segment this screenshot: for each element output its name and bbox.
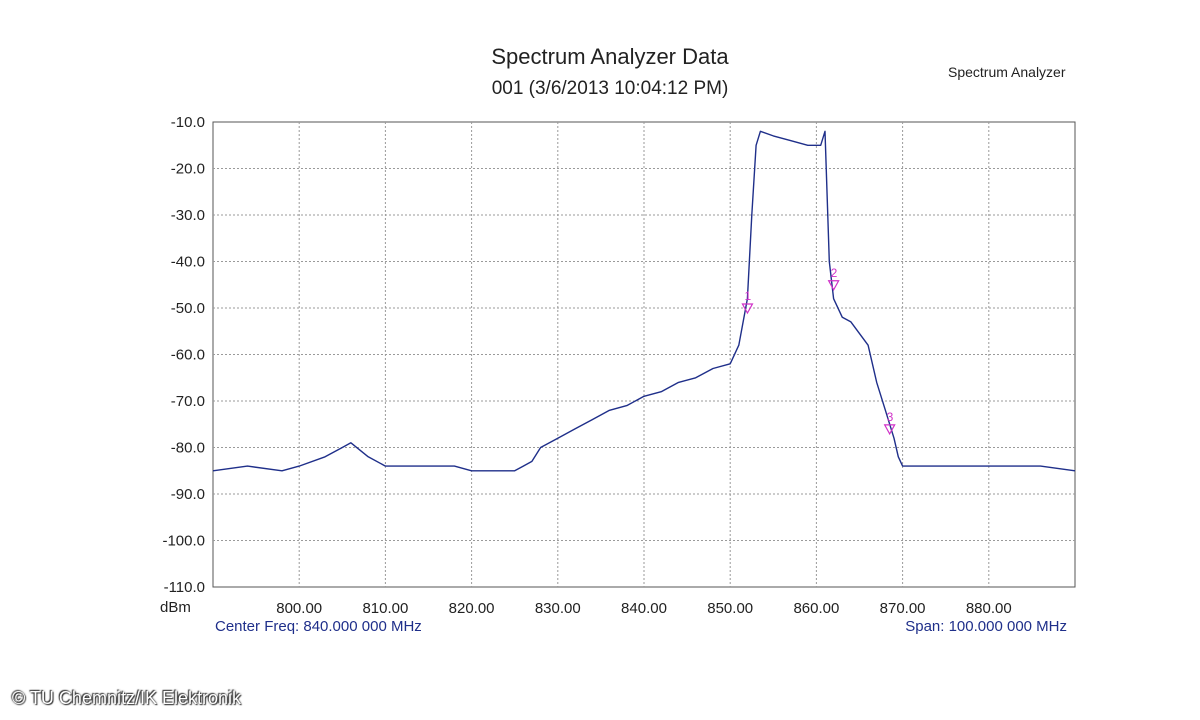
- y-tick-labels: -10.0 -20.0 -30.0 -40.0 -50.0 -60.0 -70.0 -80.0…: [162, 114, 205, 596]
- span-label: Span: 100.000 000 MHz: [905, 618, 1067, 635]
- marker-triangle: [741, 303, 754, 315]
- y-tick-label: -50.0: [171, 300, 205, 317]
- x-tick-label: 850.00: [707, 600, 753, 617]
- y-tick-label: -110.0: [164, 579, 205, 596]
- x-tick-label: 840.00: [621, 600, 667, 617]
- y-tick-label: -80.0: [171, 440, 205, 457]
- chart-subtitle: 001 (3/6/2013 10:04:12 PM): [491, 78, 729, 99]
- x-tick-label: 870.00: [880, 600, 926, 617]
- spectrum-trace: [212, 130, 1076, 472]
- y-axis-label: dBm: [160, 599, 191, 616]
- marker-label: 1: [744, 289, 751, 303]
- y-tick-label: -40.0: [171, 254, 205, 271]
- grid: [213, 122, 1075, 587]
- x-tick-label: 830.00: [535, 600, 581, 617]
- y-tick-label: -100.0: [162, 533, 205, 550]
- markers-group: 1 2 3: [741, 266, 896, 436]
- y-tick-label: -10.0: [171, 114, 205, 131]
- x-tick-labels: 800.00 810.00 820.00 830.00 840.00 850.00 860.…: [276, 600, 1011, 617]
- y-tick-label: -90.0: [171, 486, 205, 503]
- marker-triangle: [827, 280, 840, 291]
- y-tick-label: -60.0: [171, 347, 205, 364]
- y-tick-label: -20.0: [171, 161, 205, 178]
- x-tick-label: 800.00: [276, 600, 322, 617]
- y-tick-label: -70.0: [171, 393, 205, 410]
- x-tick-label: 810.00: [362, 600, 408, 617]
- copyright-watermark: © TU Chemnitz/IK Elektronik: [12, 688, 241, 708]
- instrument-label: Spectrum Analyzer: [948, 64, 1066, 80]
- chart-title: Spectrum Analyzer Data: [491, 44, 729, 69]
- y-tick-label: -30.0: [171, 207, 205, 224]
- marker-triangle: [883, 424, 896, 436]
- x-tick-label: 820.00: [449, 600, 495, 617]
- x-tick-label: 860.00: [793, 600, 839, 617]
- center-frequency-label: Center Freq: 840.000 000 MHz: [215, 618, 422, 635]
- trace-group: [212, 130, 1076, 472]
- marker-label: 3: [887, 410, 894, 424]
- marker-label: 2: [831, 266, 838, 280]
- x-tick-label: 880.00: [966, 600, 1012, 617]
